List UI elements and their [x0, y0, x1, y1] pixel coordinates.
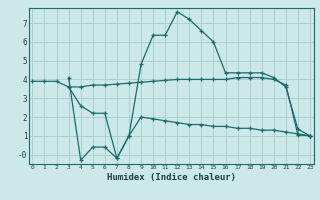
X-axis label: Humidex (Indice chaleur): Humidex (Indice chaleur)	[107, 173, 236, 182]
